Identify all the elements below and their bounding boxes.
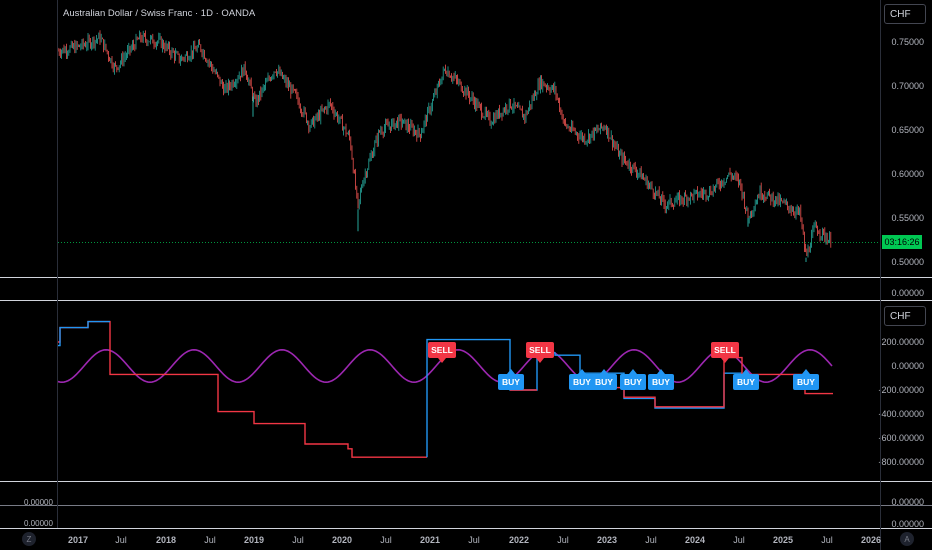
currency-selector-main[interactable]: CHF xyxy=(884,4,926,24)
signal-pointer xyxy=(600,369,608,374)
time-tick: Jul xyxy=(557,535,569,545)
auto-scale-button[interactable]: A xyxy=(900,532,914,546)
sell-signal[interactable]: SELL xyxy=(526,342,554,358)
strategy-line-buy xyxy=(426,338,742,458)
time-tick: 2019 xyxy=(243,535,265,545)
price-scale-border xyxy=(880,0,881,550)
buy-signal[interactable]: BUY xyxy=(620,374,646,390)
osc-tick: -800.00000 xyxy=(878,457,924,467)
time-tick: Jul xyxy=(468,535,480,545)
currency-selector-osc[interactable]: CHF xyxy=(884,306,926,326)
time-tick: 2021 xyxy=(419,535,441,545)
time-tick: Jul xyxy=(380,535,392,545)
time-tick: Jul xyxy=(292,535,304,545)
price-tick: 0.75000 xyxy=(891,37,924,47)
osc-tick: -400.00000 xyxy=(878,409,924,419)
osc-tick: -600.00000 xyxy=(878,433,924,443)
price-chart[interactable] xyxy=(0,0,880,276)
time-tick: Jul xyxy=(821,535,833,545)
pane-separator[interactable] xyxy=(0,277,932,278)
buy-signal[interactable]: BUY xyxy=(793,374,819,390)
signal-pointer xyxy=(742,369,750,374)
zoom-toggle-button[interactable]: Z xyxy=(22,532,36,546)
lower-pane-tick: 0.00000 xyxy=(24,498,53,507)
buy-signal[interactable]: BUY xyxy=(591,374,617,390)
price-tick: 0.50000 xyxy=(891,257,924,267)
time-tick: Jul xyxy=(645,535,657,545)
signal-pointer xyxy=(507,369,515,374)
price-tick: 0.00000 xyxy=(891,288,924,298)
price-tick: 0.70000 xyxy=(891,81,924,91)
countdown-badge: 03:16:26 xyxy=(882,235,922,249)
price-tick: 0.65000 xyxy=(891,125,924,135)
oscillator-chart[interactable] xyxy=(0,301,880,481)
lower-pane-tick: 0.00000 xyxy=(891,497,924,507)
buy-signal[interactable]: BUY xyxy=(648,374,674,390)
time-tick: 2024 xyxy=(684,535,706,545)
time-tick: 2026 xyxy=(860,535,882,545)
time-tick: Jul xyxy=(204,535,216,545)
time-tick: 2023 xyxy=(596,535,618,545)
signal-pointer xyxy=(578,369,586,374)
buy-signal[interactable]: BUY xyxy=(733,374,759,390)
buy-signal[interactable]: BUY xyxy=(498,374,524,390)
sell-signal[interactable]: SELL xyxy=(711,342,739,358)
pane-separator[interactable] xyxy=(0,505,932,506)
chart-title: Australian Dollar / Swiss Franc · 1D · O… xyxy=(63,8,256,19)
strategy-line-buy-initial xyxy=(58,320,110,347)
time-tick: Jul xyxy=(733,535,745,545)
lower-pane-tick: 0.00000 xyxy=(24,519,53,528)
price-tick: 0.60000 xyxy=(891,169,924,179)
time-tick: 2017 xyxy=(67,535,89,545)
time-tick: Jul xyxy=(115,535,127,545)
buy-signal[interactable]: BUY xyxy=(569,374,595,390)
price-tick: 0.55000 xyxy=(891,213,924,223)
signal-pointer xyxy=(721,358,729,363)
signal-pointer xyxy=(802,369,810,374)
time-tick: 2018 xyxy=(155,535,177,545)
time-tick: 2022 xyxy=(508,535,530,545)
time-axis-border xyxy=(0,528,932,529)
sell-signal[interactable]: SELL xyxy=(428,342,456,358)
lower-pane-tick: 0.00000 xyxy=(891,519,924,529)
strategy-line-sell xyxy=(58,320,427,458)
signal-pointer xyxy=(438,358,446,363)
osc-tick: -200.00000 xyxy=(878,385,924,395)
signal-pointer xyxy=(657,369,665,374)
osc-tick: 0.00000 xyxy=(891,361,924,371)
pane-separator[interactable] xyxy=(0,300,932,301)
pane-separator[interactable] xyxy=(0,481,932,482)
left-border xyxy=(57,0,58,528)
signal-pointer xyxy=(629,369,637,374)
time-tick: 2020 xyxy=(331,535,353,545)
time-tick: 2025 xyxy=(772,535,794,545)
signal-pointer xyxy=(536,358,544,363)
osc-tick: 200.00000 xyxy=(881,337,924,347)
